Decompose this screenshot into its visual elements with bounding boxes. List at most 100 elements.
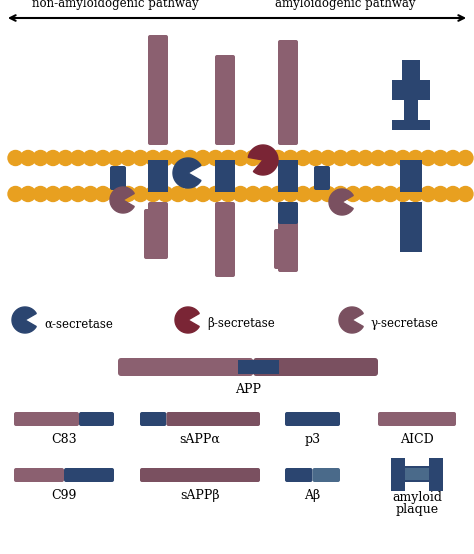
Polygon shape: [339, 307, 363, 333]
Circle shape: [283, 151, 298, 166]
Circle shape: [95, 151, 110, 166]
Circle shape: [346, 151, 361, 166]
Circle shape: [295, 151, 310, 166]
FancyBboxPatch shape: [278, 202, 298, 272]
Text: α-secretase: α-secretase: [44, 317, 113, 331]
Circle shape: [371, 151, 385, 166]
Circle shape: [58, 187, 73, 202]
Circle shape: [346, 187, 361, 202]
Circle shape: [358, 151, 373, 166]
Text: C99: C99: [51, 489, 77, 502]
Bar: [418, 100, 430, 120]
Bar: [429, 458, 443, 467]
Circle shape: [20, 187, 36, 202]
Polygon shape: [248, 145, 278, 175]
Circle shape: [371, 187, 385, 202]
Circle shape: [408, 187, 423, 202]
Circle shape: [8, 187, 23, 202]
Circle shape: [46, 187, 61, 202]
Circle shape: [383, 151, 398, 166]
Circle shape: [71, 187, 85, 202]
Bar: [405, 468, 429, 480]
Text: plaque: plaque: [395, 503, 438, 516]
Circle shape: [58, 151, 73, 166]
Circle shape: [146, 151, 161, 166]
Circle shape: [46, 151, 61, 166]
Circle shape: [120, 151, 136, 166]
Circle shape: [71, 151, 85, 166]
Circle shape: [333, 187, 348, 202]
Circle shape: [433, 151, 448, 166]
Circle shape: [446, 151, 461, 166]
Text: sAPPα: sAPPα: [180, 433, 220, 446]
Circle shape: [408, 151, 423, 166]
Text: sAPPβ: sAPPβ: [180, 489, 220, 502]
Circle shape: [395, 151, 410, 166]
FancyBboxPatch shape: [79, 412, 114, 426]
Circle shape: [183, 187, 198, 202]
FancyBboxPatch shape: [314, 166, 330, 190]
Circle shape: [258, 187, 273, 202]
Circle shape: [33, 187, 48, 202]
Circle shape: [146, 187, 161, 202]
Bar: [429, 482, 443, 491]
Circle shape: [283, 187, 298, 202]
Circle shape: [83, 151, 98, 166]
Text: Aβ: Aβ: [304, 489, 320, 502]
Circle shape: [271, 151, 285, 166]
Circle shape: [458, 187, 473, 202]
Circle shape: [171, 151, 185, 166]
Polygon shape: [173, 158, 201, 188]
Circle shape: [320, 187, 336, 202]
Bar: [278, 160, 298, 192]
Circle shape: [158, 187, 173, 202]
Circle shape: [108, 187, 123, 202]
Circle shape: [395, 187, 410, 202]
Circle shape: [233, 187, 248, 202]
Circle shape: [420, 187, 436, 202]
Circle shape: [8, 151, 23, 166]
Circle shape: [246, 151, 261, 166]
Text: non-amyloidogenic pathway: non-amyloidogenic pathway: [32, 0, 198, 10]
Bar: [391, 466, 443, 482]
Circle shape: [320, 151, 336, 166]
Text: amyloid: amyloid: [392, 491, 442, 504]
Circle shape: [220, 187, 236, 202]
Bar: [148, 160, 168, 192]
Circle shape: [195, 187, 210, 202]
Circle shape: [271, 187, 285, 202]
Circle shape: [308, 187, 323, 202]
Bar: [391, 482, 405, 491]
Circle shape: [446, 187, 461, 202]
Circle shape: [246, 187, 261, 202]
Circle shape: [420, 151, 436, 166]
Circle shape: [158, 151, 173, 166]
FancyBboxPatch shape: [148, 202, 168, 257]
FancyBboxPatch shape: [215, 202, 235, 277]
FancyBboxPatch shape: [215, 55, 235, 145]
Text: APP: APP: [235, 383, 261, 396]
Text: γ-secretase: γ-secretase: [371, 317, 439, 331]
Circle shape: [258, 151, 273, 166]
FancyBboxPatch shape: [312, 468, 340, 482]
Circle shape: [120, 187, 136, 202]
Text: AICD: AICD: [400, 433, 434, 446]
Circle shape: [358, 187, 373, 202]
Bar: [400, 202, 422, 252]
FancyBboxPatch shape: [148, 35, 168, 145]
Polygon shape: [175, 307, 199, 333]
FancyBboxPatch shape: [144, 209, 168, 259]
Polygon shape: [12, 307, 36, 333]
FancyBboxPatch shape: [278, 202, 298, 224]
Text: p3: p3: [304, 433, 320, 446]
Circle shape: [133, 151, 148, 166]
Circle shape: [83, 187, 98, 202]
Text: amyloidogenic pathway: amyloidogenic pathway: [275, 0, 415, 10]
Circle shape: [33, 151, 48, 166]
Bar: [215, 160, 235, 192]
FancyBboxPatch shape: [140, 412, 166, 426]
Circle shape: [208, 187, 223, 202]
Bar: [8, 163, 466, 188]
Text: C83: C83: [51, 433, 77, 446]
Circle shape: [208, 151, 223, 166]
